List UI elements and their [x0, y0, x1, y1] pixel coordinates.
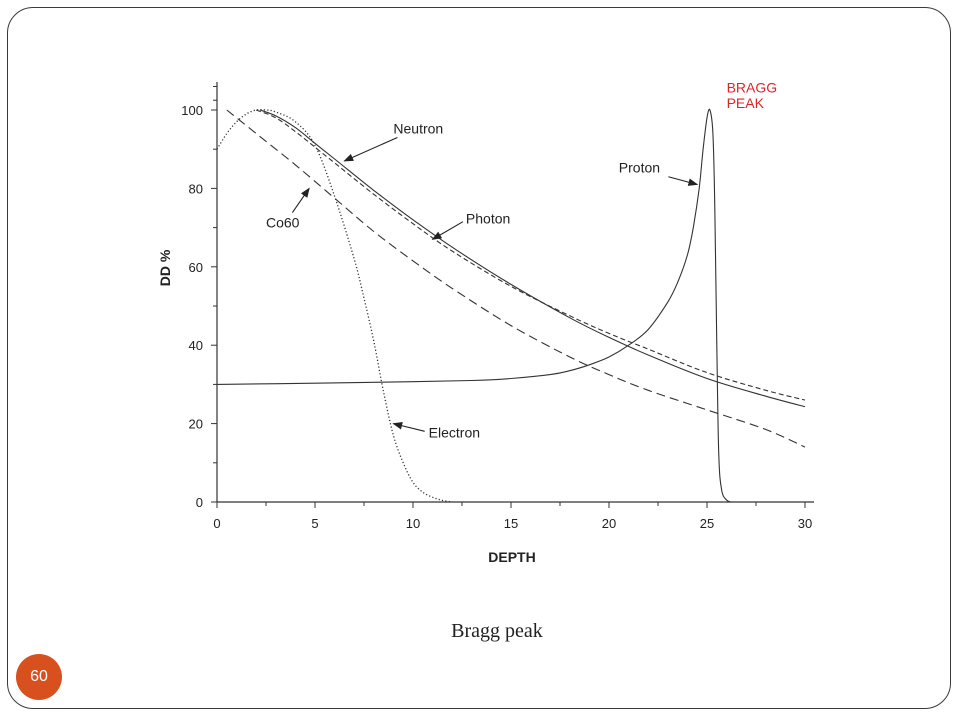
- annotation-electron: Electron: [429, 424, 480, 440]
- x-tick-label-10: 10: [406, 516, 420, 531]
- x-axis-label: DEPTH: [488, 549, 535, 565]
- y-tick-label-80: 80: [189, 181, 203, 196]
- y-tick-label-20: 20: [189, 417, 203, 432]
- slide-frame: [7, 7, 951, 709]
- y-axis-label: DD %: [157, 249, 173, 286]
- axes: [216, 82, 814, 503]
- series-proton-line: [216, 108, 731, 503]
- y-tick-label-40: 40: [189, 338, 203, 353]
- x-tick-label-20: 20: [602, 516, 616, 531]
- x-tick-label-5: 5: [311, 516, 318, 531]
- annotation-bragg: BRAGG: [727, 79, 778, 95]
- plot-area: [216, 108, 806, 503]
- axis-ticks: 0 5 10 15 20 25 30 0 20 40 60 80 100: [181, 85, 812, 531]
- x-tick-label-30: 30: [798, 516, 812, 531]
- annotation-arrow-neutron: [343, 137, 398, 162]
- annotation-peak: PEAK: [727, 95, 765, 111]
- annotation-proton: Proton: [619, 160, 660, 176]
- annotation-arrow-co60: [291, 187, 310, 213]
- x-tick-label-15: 15: [504, 516, 518, 531]
- annotation-photon: Photon: [466, 211, 510, 227]
- annotation-arrow-photon: [431, 221, 464, 240]
- annotation-arrow-proton: [668, 176, 699, 186]
- series-photon-line: [255, 109, 806, 401]
- annotation-neutron: Neutron: [393, 121, 443, 137]
- y-tick-label-60: 60: [189, 260, 203, 275]
- series-co60-line: [226, 109, 806, 448]
- series-neutron-line: [259, 109, 806, 408]
- y-tick-label-0: 0: [196, 495, 203, 510]
- x-tick-label-25: 25: [700, 516, 714, 531]
- series-electron-line: [216, 108, 453, 503]
- annotation-arrow-electron: [392, 421, 425, 432]
- page-number-badge: 60: [16, 654, 62, 700]
- annotation-co60: Co60: [266, 215, 300, 231]
- x-tick-label-0: 0: [213, 516, 220, 531]
- slide-caption: Bragg peak: [451, 620, 543, 642]
- y-tick-label-100: 100: [181, 103, 203, 118]
